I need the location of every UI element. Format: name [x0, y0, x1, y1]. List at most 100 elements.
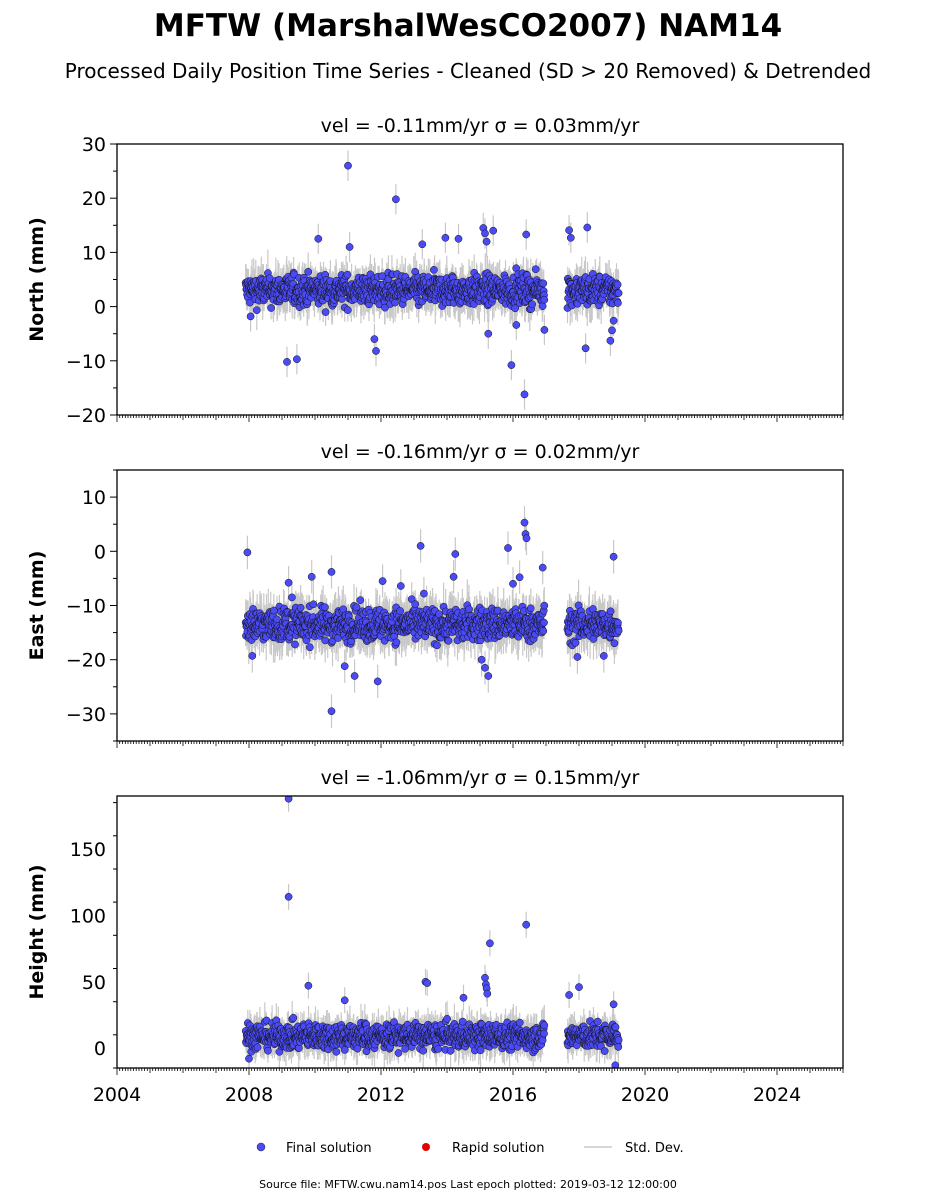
final-solution-point [540, 618, 548, 627]
final-solution-point [489, 226, 498, 235]
final-solution-point [304, 267, 313, 276]
y-tick-label: −10 [66, 351, 106, 373]
final-solution-point [444, 636, 453, 645]
final-solution-point [573, 653, 582, 661]
y-tick-label: −20 [66, 650, 106, 672]
final-solution-point [522, 534, 531, 543]
final-solution-point [392, 195, 400, 204]
final-solution-point [243, 548, 252, 557]
final-solution-point [599, 652, 608, 660]
final-solution-point [540, 326, 549, 334]
final-solution-point [370, 335, 379, 343]
final-solution-point [614, 299, 622, 307]
final-solution-point [283, 358, 291, 366]
final-solution-point [608, 326, 616, 335]
final-solution-point [350, 672, 359, 680]
final-solution-point [540, 601, 549, 610]
final-solution-point [392, 638, 401, 647]
final-solution-point [526, 604, 535, 613]
final-solution-point [610, 639, 619, 648]
y-tick-label: 0 [94, 297, 106, 319]
final-solution-point [614, 289, 623, 297]
final-solution-point [465, 605, 473, 614]
final-solution-point [515, 573, 524, 582]
final-solution-point [356, 596, 365, 605]
final-solution-point [327, 707, 336, 716]
y-axis-label: North (mm) [26, 217, 48, 342]
final-solution-point [531, 265, 540, 274]
final-solution-point [296, 603, 305, 612]
final-solution-point [314, 234, 323, 243]
final-solution-point [484, 672, 493, 680]
final-solution-point [343, 270, 352, 279]
y-tick-label: 20 [82, 188, 106, 210]
data-layer [241, 150, 623, 410]
panels: vel = -0.11mm/yr σ = 0.03mm/yr North (mm)… [26, 115, 844, 1106]
final-solution-point [538, 302, 547, 311]
final-solution-point [378, 272, 387, 280]
final-solution-point [565, 226, 573, 235]
final-solution-point [583, 223, 592, 232]
final-solution-point [520, 390, 529, 399]
final-solution-point [420, 589, 428, 598]
final-solution-point [507, 361, 516, 369]
final-solution-point [267, 304, 275, 312]
final-solution-point [481, 229, 489, 238]
final-solution-point [396, 607, 405, 615]
final-solution-point [252, 306, 261, 315]
final-solution-point [372, 347, 380, 355]
final-solution-point [344, 161, 352, 170]
y-tick-label: 10 [82, 487, 106, 509]
y-tick-label: 30 [82, 134, 106, 156]
final-solution-point [609, 316, 618, 325]
final-solution-point [451, 550, 460, 558]
final-solution-point [248, 652, 257, 660]
final-solution-point [477, 655, 486, 664]
final-solution-point [340, 662, 349, 671]
y-tick-label: 10 [82, 242, 106, 264]
y-axis-label: Height (mm) [26, 864, 48, 999]
final-solution-point [484, 329, 493, 338]
data-layer [241, 505, 623, 728]
final-solution-point [321, 603, 329, 612]
final-solution-point [522, 230, 531, 239]
final-solution-point [614, 618, 622, 627]
final-solution-point [609, 552, 618, 561]
final-solution-point [373, 677, 382, 686]
panel-1: vel = -0.11mm/yr σ = 0.03mm/yr North (mm)… [26, 115, 844, 427]
final-solution-point [566, 233, 575, 242]
final-solution-point [306, 643, 314, 652]
final-solution-point [441, 233, 450, 242]
final-solution-point [454, 234, 463, 243]
final-solution-point [345, 243, 354, 251]
panel-title: vel = -0.16mm/yr σ = 0.02mm/yr [321, 441, 640, 463]
final-solution-point [378, 577, 387, 585]
final-solution-point [307, 572, 316, 581]
final-solution-point [433, 641, 441, 650]
y-tick-label: −20 [66, 405, 106, 427]
final-solution-point [614, 626, 623, 635]
final-solution-point [411, 600, 420, 609]
final-solution-point [288, 593, 296, 602]
final-solution-point [520, 518, 529, 527]
final-solution-point [512, 321, 521, 329]
final-solution-point [528, 300, 537, 309]
final-solution-point [509, 579, 517, 588]
final-solution-point [396, 582, 405, 590]
panel-title: vel = -1.06mm/yr σ = 0.15mm/yr [321, 767, 640, 789]
final-solution-point [291, 640, 299, 649]
panel-3: vel = -1.06mm/yr σ = 0.15mm/yr Height (mm… [26, 767, 844, 1106]
y-tick-label: −30 [66, 704, 106, 726]
final-solution-point [539, 627, 548, 635]
panel-title: vel = -0.11mm/yr σ = 0.03mm/yr [321, 115, 640, 137]
figure-subtitle: Processed Daily Position Time Series - C… [65, 59, 871, 83]
y-tick-label: −10 [66, 596, 106, 618]
final-solution-point [418, 240, 427, 249]
final-solution-point [416, 542, 425, 550]
final-solution-point [540, 295, 549, 304]
final-solution-point [581, 344, 590, 353]
final-solution-point [449, 572, 458, 581]
figure-title: MFTW (MarshalWesCO2007) NAM14 [154, 8, 782, 44]
